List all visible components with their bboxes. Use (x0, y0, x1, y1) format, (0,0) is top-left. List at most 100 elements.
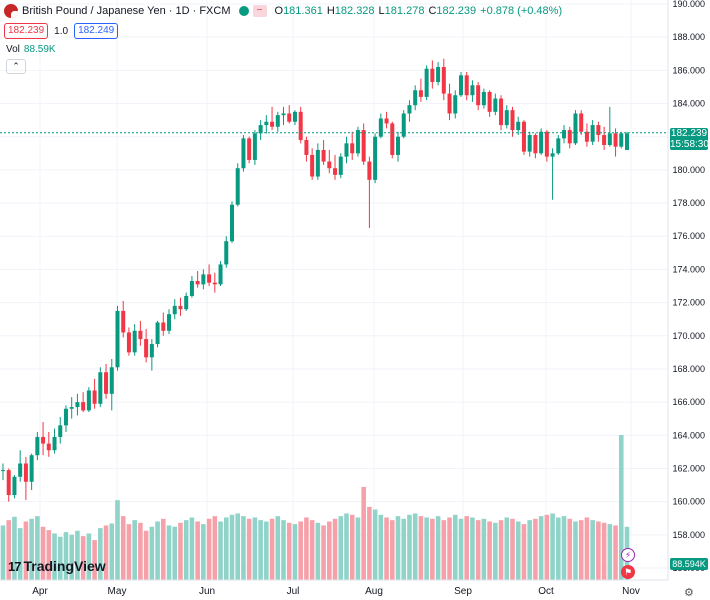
candle-body[interactable] (6, 470, 11, 496)
candle-body[interactable] (367, 161, 372, 180)
candle-body[interactable] (252, 133, 257, 160)
candle-body[interactable] (453, 95, 458, 114)
candle-body[interactable] (241, 138, 246, 169)
candle-body[interactable] (104, 372, 109, 394)
candle-body[interactable] (35, 436, 40, 456)
candle-body[interactable] (499, 98, 504, 126)
candle-body[interactable] (207, 274, 212, 283)
candle-body[interactable] (550, 153, 555, 157)
candle-body[interactable] (556, 138, 561, 154)
candle-body[interactable] (75, 402, 80, 408)
buy-button[interactable]: 182.249 (74, 23, 119, 39)
candle-body[interactable] (321, 149, 326, 162)
candle-body[interactable] (201, 274, 206, 285)
candle-body[interactable] (58, 425, 63, 437)
candle-body[interactable] (121, 310, 126, 333)
candle-body[interactable] (613, 133, 618, 147)
candle-body[interactable] (287, 113, 292, 122)
candle-body[interactable] (275, 115, 280, 127)
candle-body[interactable] (567, 130, 572, 144)
candle-body[interactable] (355, 130, 360, 154)
candle-body[interactable] (315, 149, 320, 177)
candle-body[interactable] (264, 121, 269, 126)
candle-body[interactable] (590, 125, 595, 142)
candle-body[interactable] (23, 463, 28, 482)
candle-body[interactable] (624, 133, 630, 150)
candle-body[interactable] (109, 367, 114, 394)
candle-body[interactable] (441, 67, 446, 94)
candle-body[interactable] (281, 113, 286, 116)
candle-body[interactable] (229, 204, 234, 242)
candle-body[interactable] (212, 282, 217, 285)
candle-body[interactable] (115, 310, 120, 368)
candle-body[interactable] (596, 125, 601, 136)
candle-body[interactable] (447, 93, 452, 114)
candle-body[interactable] (184, 295, 189, 310)
candle-body[interactable] (516, 121, 521, 131)
candle-body[interactable] (470, 85, 475, 96)
candle-body[interactable] (521, 121, 526, 152)
candle-body[interactable] (458, 75, 463, 96)
tradingview-logo[interactable]: 17 TradingView (8, 558, 106, 574)
candle-body[interactable] (195, 281, 200, 285)
candle-body[interactable] (361, 130, 366, 162)
candle-body[interactable] (407, 105, 412, 114)
candle-body[interactable] (161, 322, 166, 331)
candle-body[interactable] (218, 264, 223, 285)
candle-body[interactable] (178, 305, 183, 310)
candle-body[interactable] (52, 436, 57, 451)
candlesticks[interactable] (0, 58, 630, 502)
candle-body[interactable] (562, 130, 567, 139)
gbp-jpy-flag-icon[interactable] (4, 4, 18, 18)
price-axis-labels[interactable]: 190.000188.000186.000184.000182.000180.0… (672, 0, 705, 573)
candle-body[interactable] (126, 332, 131, 353)
candle-body[interactable] (92, 390, 97, 404)
candle-body[interactable] (476, 85, 481, 106)
candle-body[interactable] (46, 443, 51, 451)
gear-icon[interactable]: ⚙ (684, 587, 694, 599)
candle-body[interactable] (69, 407, 74, 409)
candle-body[interactable] (0, 470, 6, 472)
flag-icon[interactable]: ⚑ (621, 565, 635, 579)
candle-body[interactable] (327, 161, 332, 169)
candle-body[interactable] (167, 314, 172, 331)
candle-body[interactable] (378, 118, 383, 137)
candle-body[interactable] (189, 281, 194, 296)
candle-body[interactable] (344, 143, 349, 157)
candle-body[interactable] (86, 390, 91, 411)
candle-body[interactable] (573, 113, 578, 144)
candle-body[interactable] (235, 168, 240, 205)
candle-body[interactable] (384, 118, 389, 124)
candle-body[interactable] (258, 125, 263, 134)
candle-body[interactable] (138, 330, 143, 340)
candle-body[interactable] (270, 121, 275, 127)
candle-body[interactable] (413, 90, 418, 106)
candle-body[interactable] (424, 68, 429, 97)
candle-body[interactable] (63, 408, 68, 426)
candle-body[interactable] (292, 111, 297, 122)
candle-body[interactable] (607, 133, 612, 145)
candle-body[interactable] (487, 91, 492, 112)
candle-body[interactable] (584, 131, 589, 142)
candle-body[interactable] (390, 123, 395, 155)
candle-body[interactable] (504, 110, 509, 126)
candle-body[interactable] (401, 113, 406, 137)
candle-body[interactable] (247, 138, 252, 160)
symbol-title[interactable]: British Pound / Japanese Yen · 1D · FXCM (22, 5, 231, 17)
candle-body[interactable] (481, 91, 486, 106)
candle-body[interactable] (396, 136, 401, 155)
candle-body[interactable] (418, 90, 423, 97)
candle-body[interactable] (224, 241, 229, 265)
candle-body[interactable] (579, 113, 584, 132)
candle-body[interactable] (533, 135, 538, 154)
candle-body[interactable] (98, 372, 103, 404)
candle-body[interactable] (155, 322, 160, 345)
candle-body[interactable] (464, 75, 469, 96)
time-axis-labels[interactable]: Apr May Jun Jul Aug Sep Oct Nov (32, 586, 640, 597)
candle-body[interactable] (544, 131, 549, 157)
candle-body[interactable] (304, 140, 309, 155)
lightning-icon[interactable]: ⚡ (621, 548, 635, 562)
candle-body[interactable] (144, 339, 149, 358)
candle-body[interactable] (172, 305, 177, 315)
